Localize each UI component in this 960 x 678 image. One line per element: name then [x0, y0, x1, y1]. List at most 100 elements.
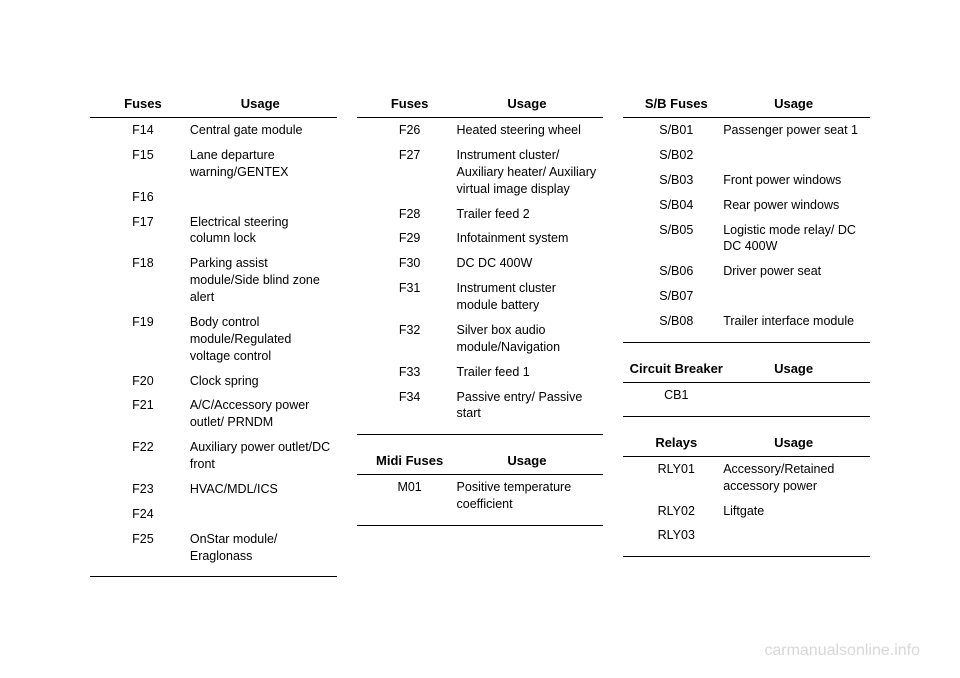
table-row: F25OnStar module/ Eraglonass	[90, 527, 337, 569]
cell-fuse-id: S/B05	[629, 222, 723, 256]
cell-fuse-id: F16	[96, 189, 190, 206]
cell-fuse-id: RLY02	[629, 503, 723, 520]
cell-usage: Auxiliary power outlet/DC front	[190, 439, 331, 473]
header-usage: Usage	[723, 435, 864, 450]
column-2: Fuses Usage F26Heated steering wheelF27I…	[357, 90, 604, 577]
table-row: F26Heated steering wheel	[357, 118, 604, 143]
cell-fuse-id: S/B08	[629, 313, 723, 330]
cell-fuse-id: F31	[363, 280, 457, 314]
table-row: F28Trailer feed 2	[357, 202, 604, 227]
cell-fuse-id: F25	[96, 531, 190, 565]
cell-fuse-id: F15	[96, 147, 190, 181]
cell-usage: Logistic mode relay/ DC DC 400W	[723, 222, 864, 256]
cell-fuse-id: S/B01	[629, 122, 723, 139]
table-header: Circuit Breaker Usage	[623, 355, 870, 383]
cell-usage: Trailer feed 2	[457, 206, 598, 223]
cell-fuse-id: F18	[96, 255, 190, 306]
table-row: RLY01Accessory/Retained accessory power	[623, 457, 870, 499]
cell-fuse-id: F24	[96, 506, 190, 523]
cell-fuse-id: F17	[96, 214, 190, 248]
cell-usage	[723, 527, 864, 544]
fuses-table-2: Fuses Usage F26Heated steering wheelF27I…	[357, 90, 604, 435]
table-row: F24	[90, 502, 337, 527]
table-row: RLY03	[623, 523, 870, 548]
cell-fuse-id: S/B03	[629, 172, 723, 189]
cell-usage: Liftgate	[723, 503, 864, 520]
sb-fuses-table: S/B Fuses Usage S/B01Passenger power sea…	[623, 90, 870, 343]
cell-usage: Passive entry/ Passive start	[457, 389, 598, 423]
cell-usage: Driver power seat	[723, 263, 864, 280]
header-circuit-breaker: Circuit Breaker	[629, 361, 723, 376]
cell-fuse-id: RLY03	[629, 527, 723, 544]
cell-usage: Central gate module	[190, 122, 331, 139]
table-row: S/B06Driver power seat	[623, 259, 870, 284]
header-usage: Usage	[723, 96, 864, 111]
cell-usage: Body control module/Regulated voltage co…	[190, 314, 331, 365]
midi-fuses-table: Midi Fuses Usage M01Positive temperature…	[357, 447, 604, 526]
cell-fuse-id: F26	[363, 122, 457, 139]
table-row: F21A/C/Accessory power outlet/ PRNDM	[90, 393, 337, 435]
cell-fuse-id: F19	[96, 314, 190, 365]
cell-fuse-id: F34	[363, 389, 457, 423]
cell-fuse-id: S/B02	[629, 147, 723, 164]
cell-usage: Instrument cluster/ Auxiliary heater/ Au…	[457, 147, 598, 198]
cell-usage	[723, 147, 864, 164]
cell-fuse-id: S/B04	[629, 197, 723, 214]
page-content: Fuses Usage F14Central gate moduleF15Lan…	[90, 90, 870, 577]
table-row: S/B04Rear power windows	[623, 193, 870, 218]
cell-usage: Accessory/Retained accessory power	[723, 461, 864, 495]
table-body: S/B01Passenger power seat 1S/B02 S/B03Fro…	[623, 118, 870, 334]
cell-usage: Trailer feed 1	[457, 364, 598, 381]
table-header: Fuses Usage	[90, 90, 337, 118]
relays-table: Relays Usage RLY01Accessory/Retained acc…	[623, 429, 870, 558]
table-body: F26Heated steering wheelF27Instrument cl…	[357, 118, 604, 426]
table-header: Fuses Usage	[357, 90, 604, 118]
cell-usage: Instrument cluster module battery	[457, 280, 598, 314]
table-body: CB1	[623, 383, 870, 408]
table-row: F19Body control module/Regulated voltage…	[90, 310, 337, 369]
table-row: F22Auxiliary power outlet/DC front	[90, 435, 337, 477]
cell-usage: Lane departure warning/GENTEX	[190, 147, 331, 181]
table-row: F29Infotainment system	[357, 226, 604, 251]
cell-usage: Passenger power seat 1	[723, 122, 864, 139]
header-usage: Usage	[457, 453, 598, 468]
cell-usage: Silver box audio module/Navigation	[457, 322, 598, 356]
table-row: F33Trailer feed 1	[357, 360, 604, 385]
header-usage: Usage	[190, 96, 331, 111]
cell-usage: Electrical steering column lock	[190, 214, 331, 248]
table-row: F17Electrical steering column lock	[90, 210, 337, 252]
table-row: F16	[90, 185, 337, 210]
watermark-text: carmanualsonline.info	[764, 642, 920, 660]
table-row: F15Lane departure warning/GENTEX	[90, 143, 337, 185]
cell-usage	[190, 189, 331, 206]
cell-fuse-id: S/B06	[629, 263, 723, 280]
table-row: F32Silver box audio module/Navigation	[357, 318, 604, 360]
header-sb-fuses: S/B Fuses	[629, 96, 723, 111]
table-row: S/B03Front power windows	[623, 168, 870, 193]
cell-usage: Parking assist module/Side blind zone al…	[190, 255, 331, 306]
circuit-breaker-table: Circuit Breaker Usage CB1	[623, 355, 870, 417]
column-1: Fuses Usage F14Central gate moduleF15Lan…	[90, 90, 337, 577]
cell-fuse-id: CB1	[629, 387, 723, 404]
table-row: S/B08Trailer interface module	[623, 309, 870, 334]
table-row: F18Parking assist module/Side blind zone…	[90, 251, 337, 310]
fuses-table-1: Fuses Usage F14Central gate moduleF15Lan…	[90, 90, 337, 577]
cell-usage: Positive temperature coefficient	[457, 479, 598, 513]
header-midi-fuses: Midi Fuses	[363, 453, 457, 468]
cell-fuse-id: F33	[363, 364, 457, 381]
table-row: RLY02Liftgate	[623, 499, 870, 524]
table-body: M01Positive temperature coefficient	[357, 475, 604, 517]
table-row: F20Clock spring	[90, 369, 337, 394]
table-row: F14Central gate module	[90, 118, 337, 143]
cell-fuse-id: F20	[96, 373, 190, 390]
header-usage: Usage	[457, 96, 598, 111]
cell-fuse-id: F28	[363, 206, 457, 223]
cell-usage: Heated steering wheel	[457, 122, 598, 139]
cell-usage: DC DC 400W	[457, 255, 598, 272]
cell-fuse-id: F32	[363, 322, 457, 356]
table-row: F34Passive entry/ Passive start	[357, 385, 604, 427]
cell-usage: A/C/Accessory power outlet/ PRNDM	[190, 397, 331, 431]
table-row: F31Instrument cluster module battery	[357, 276, 604, 318]
cell-usage	[723, 387, 864, 404]
table-row: S/B02	[623, 143, 870, 168]
